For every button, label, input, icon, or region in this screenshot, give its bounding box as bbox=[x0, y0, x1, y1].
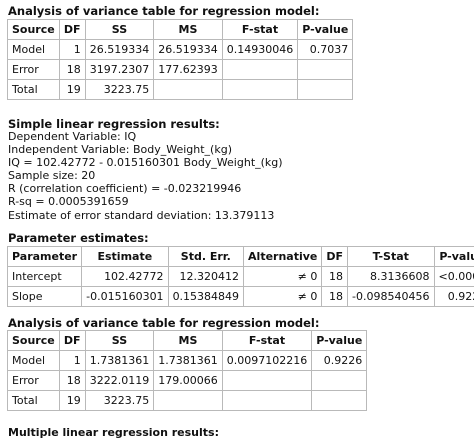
table-cell: ≠ 0 bbox=[244, 287, 322, 307]
result-line: Estimate of error standard deviation: 13… bbox=[8, 209, 283, 222]
table-cell: 0.7037 bbox=[298, 40, 353, 60]
table-cell: Error bbox=[8, 60, 60, 80]
table-cell: Error bbox=[8, 371, 60, 391]
table-cell: 0.0097102216 bbox=[222, 351, 311, 371]
table-cell: 0.9226 bbox=[312, 351, 367, 371]
column-header: Parameter bbox=[8, 247, 82, 267]
table-cell: 26.519334 bbox=[85, 40, 154, 60]
column-header: F-stat bbox=[222, 20, 297, 40]
table-cell: -0.098540456 bbox=[348, 287, 434, 307]
column-header: F-stat bbox=[222, 331, 311, 351]
table-cell: Model bbox=[8, 40, 60, 60]
table-cell: 19 bbox=[59, 391, 85, 411]
table-cell: 18 bbox=[322, 267, 348, 287]
table-cell bbox=[312, 391, 367, 411]
table-row: Model 1 1.7381361 1.7381361 0.0097102216… bbox=[8, 351, 367, 371]
table-cell: 12.320412 bbox=[168, 267, 243, 287]
table-cell: 179.00066 bbox=[154, 371, 223, 391]
table-cell bbox=[154, 391, 223, 411]
table-row: Model 1 26.519334 26.519334 0.14930046 0… bbox=[8, 40, 353, 60]
table-cell: 18 bbox=[59, 60, 85, 80]
column-header: Source bbox=[8, 331, 60, 351]
table-cell: 3197.2307 bbox=[85, 60, 154, 80]
table-cell bbox=[222, 371, 311, 391]
table-row: Total 19 3223.75 bbox=[8, 391, 367, 411]
column-header: SS bbox=[85, 331, 154, 351]
table-cell: Total bbox=[8, 391, 60, 411]
table-cell: 0.15384849 bbox=[168, 287, 243, 307]
anova-table-2: Source DF SS MS F-stat P-value Model 1 1… bbox=[7, 330, 367, 411]
table-cell: <0.0001 bbox=[434, 267, 474, 287]
table-cell bbox=[312, 371, 367, 391]
table-row: Intercept 102.42772 12.320412 ≠ 0 18 8.3… bbox=[8, 267, 474, 287]
result-line: Independent Variable: Body_Weight_(kg) bbox=[8, 143, 283, 156]
table-cell bbox=[298, 80, 353, 100]
table-cell: 102.42772 bbox=[82, 267, 168, 287]
column-header: DF bbox=[322, 247, 348, 267]
anova-title-2: Analysis of variance table for regressio… bbox=[8, 316, 319, 330]
table-cell: 1 bbox=[59, 40, 85, 60]
column-header: Alternative bbox=[244, 247, 322, 267]
anova-title-1: Analysis of variance table for regressio… bbox=[8, 4, 319, 18]
table-cell: 19 bbox=[59, 80, 85, 100]
table-header-row: Parameter Estimate Std. Err. Alternative… bbox=[8, 247, 474, 267]
simple-regression-lines: Dependent Variable: IQ Independent Varia… bbox=[8, 130, 283, 222]
table-row: Slope -0.015160301 0.15384849 ≠ 0 18 -0.… bbox=[8, 287, 474, 307]
table-header-row: Source DF SS MS F-stat P-value bbox=[8, 20, 353, 40]
table-cell: 1.7381361 bbox=[154, 351, 223, 371]
column-header: Estimate bbox=[82, 247, 168, 267]
column-header: SS bbox=[85, 20, 154, 40]
anova-table-1: Source DF SS MS F-stat P-value Model 1 2… bbox=[7, 19, 353, 100]
column-header: DF bbox=[59, 331, 85, 351]
column-header: DF bbox=[59, 20, 85, 40]
table-cell: 0.9226 bbox=[434, 287, 474, 307]
table-cell: Total bbox=[8, 80, 60, 100]
column-header: MS bbox=[154, 331, 223, 351]
table-cell: 177.62393 bbox=[154, 60, 223, 80]
table-cell: 8.3136608 bbox=[348, 267, 434, 287]
table-cell: 1 bbox=[59, 351, 85, 371]
column-header: P-value bbox=[298, 20, 353, 40]
table-cell: ≠ 0 bbox=[244, 267, 322, 287]
table-header-row: Source DF SS MS F-stat P-value bbox=[8, 331, 367, 351]
table-cell: 0.14930046 bbox=[222, 40, 297, 60]
result-line: R (correlation coefficient) = -0.0232199… bbox=[8, 182, 283, 195]
simple-regression-title: Simple linear regression results: bbox=[8, 117, 220, 131]
parameter-estimates-table: Parameter Estimate Std. Err. Alternative… bbox=[7, 246, 474, 307]
table-cell bbox=[154, 80, 223, 100]
table-cell: 3223.75 bbox=[85, 80, 154, 100]
table-cell: -0.015160301 bbox=[82, 287, 168, 307]
parameter-estimates-title: Parameter estimates: bbox=[8, 231, 149, 245]
column-header: Source bbox=[8, 20, 60, 40]
table-cell: 3222.0119 bbox=[85, 371, 154, 391]
column-header: MS bbox=[154, 20, 223, 40]
table-cell: 1.7381361 bbox=[85, 351, 154, 371]
column-header: Std. Err. bbox=[168, 247, 243, 267]
table-cell: Slope bbox=[8, 287, 82, 307]
table-cell bbox=[298, 60, 353, 80]
table-cell: 18 bbox=[322, 287, 348, 307]
table-cell bbox=[222, 80, 297, 100]
result-line: Dependent Variable: IQ bbox=[8, 130, 283, 143]
column-header: T-Stat bbox=[348, 247, 434, 267]
column-header: P-value bbox=[312, 331, 367, 351]
result-line: Sample size: 20 bbox=[8, 169, 283, 182]
table-cell bbox=[222, 60, 297, 80]
table-row: Error 18 3222.0119 179.00066 bbox=[8, 371, 367, 391]
result-line: R-sq = 0.0005391659 bbox=[8, 195, 283, 208]
multiple-regression-title: Multiple linear regression results: bbox=[8, 426, 219, 439]
table-row: Error 18 3197.2307 177.62393 bbox=[8, 60, 353, 80]
result-line: IQ = 102.42772 - 0.015160301 Body_Weight… bbox=[8, 156, 283, 169]
table-cell: 26.519334 bbox=[154, 40, 223, 60]
table-cell bbox=[222, 391, 311, 411]
table-cell: 18 bbox=[59, 371, 85, 391]
table-cell: Model bbox=[8, 351, 60, 371]
column-header: P-value bbox=[434, 247, 474, 267]
table-row: Total 19 3223.75 bbox=[8, 80, 353, 100]
table-cell: 3223.75 bbox=[85, 391, 154, 411]
table-cell: Intercept bbox=[8, 267, 82, 287]
